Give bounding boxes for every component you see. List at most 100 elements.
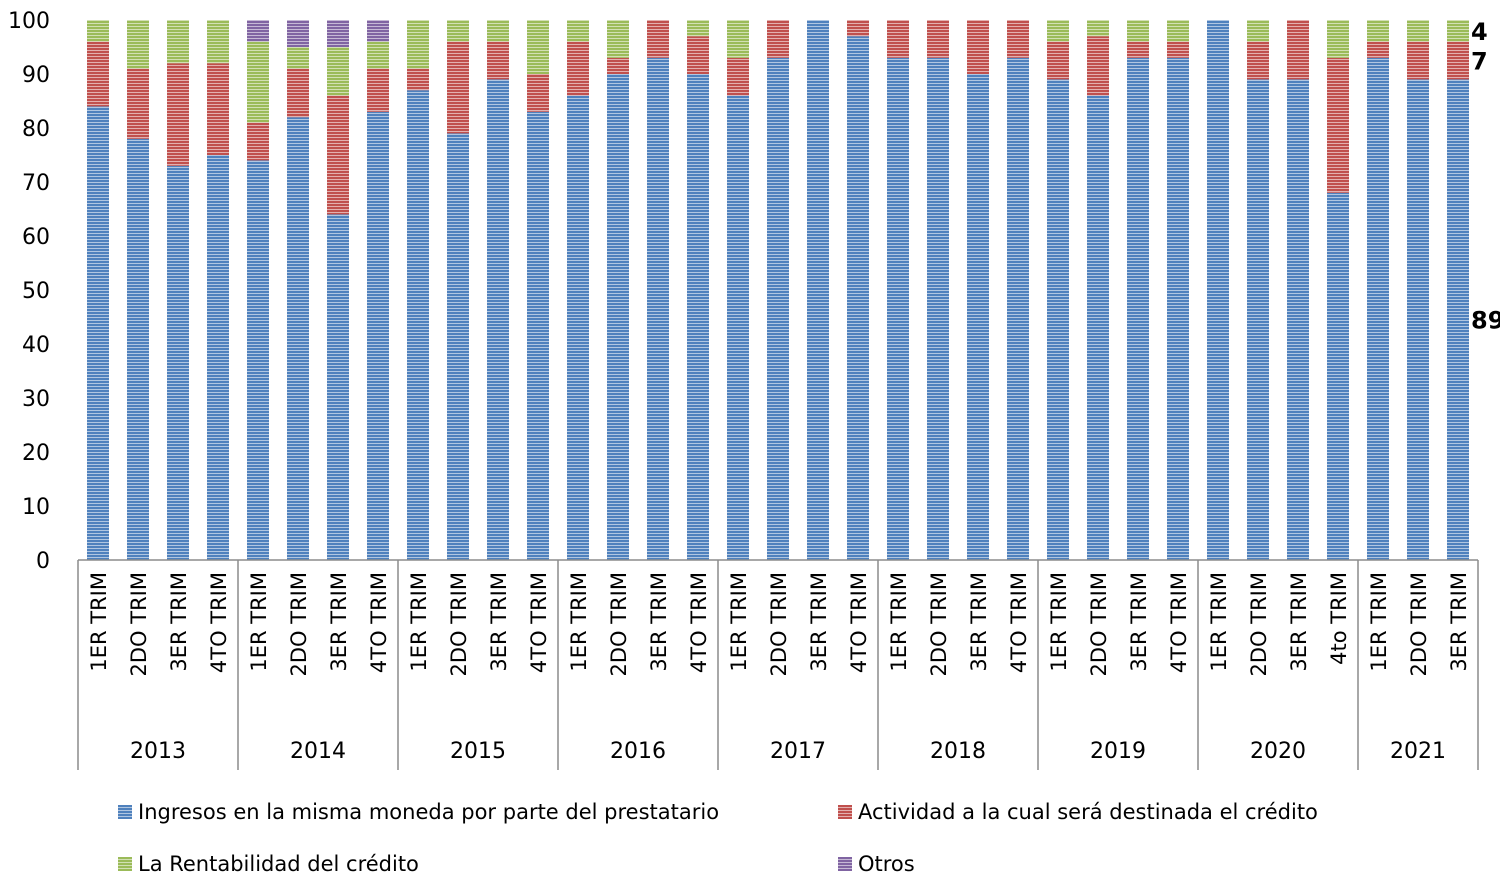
bar-actividad-a-13 bbox=[607, 57, 629, 74]
bar-la-rentabilidad-33 bbox=[1407, 20, 1429, 42]
bar-otros-4 bbox=[247, 20, 269, 42]
bar-actividad-a-9 bbox=[447, 41, 469, 134]
legend-swatch-ingresos bbox=[118, 805, 132, 819]
bar-actividad-a-27 bbox=[1167, 41, 1189, 58]
bar-actividad-a-2 bbox=[167, 63, 189, 166]
bar-actividad-a-6 bbox=[327, 95, 349, 215]
bar-ingresos-en-3 bbox=[207, 155, 229, 560]
bar-ingresos-en-23 bbox=[1007, 57, 1029, 561]
bar-ingresos-en-21 bbox=[927, 57, 949, 561]
x-tick-label-20: 1ER TRIM bbox=[887, 572, 911, 672]
legend-label-rentabilidad: La Rentabilidad del crédito bbox=[138, 852, 419, 876]
bar-actividad-a-29 bbox=[1247, 41, 1269, 80]
x-tick-label-24: 1ER TRIM bbox=[1047, 572, 1071, 672]
group-label-2020: 2020 bbox=[1250, 739, 1306, 764]
bar-actividad-a-14 bbox=[647, 20, 669, 58]
bar-la-rentabilidad-5 bbox=[287, 47, 309, 69]
y-tick-label-90: 90 bbox=[22, 63, 50, 88]
bar-la-rentabilidad-7 bbox=[367, 41, 389, 69]
bar-actividad-a-25 bbox=[1087, 36, 1109, 96]
group-label-2021: 2021 bbox=[1390, 739, 1446, 764]
bar-actividad-a-7 bbox=[367, 68, 389, 112]
bar-ingresos-en-18 bbox=[807, 20, 829, 560]
bar-actividad-a-4 bbox=[247, 122, 269, 161]
x-tick-label-25: 2DO TRIM bbox=[1087, 572, 1111, 676]
bar-ingresos-en-20 bbox=[887, 57, 909, 561]
bar-ingresos-en-1 bbox=[127, 138, 149, 561]
bar-ingresos-en-9 bbox=[447, 133, 469, 560]
bar-la-rentabilidad-6 bbox=[327, 47, 349, 96]
x-tick-label-8: 1ER TRIM bbox=[407, 572, 431, 672]
x-tick-label-30: 3ER TRIM bbox=[1287, 572, 1311, 672]
data-label-0: 4 bbox=[1471, 18, 1488, 46]
bar-ingresos-en-28 bbox=[1207, 20, 1229, 560]
bar-actividad-a-11 bbox=[527, 74, 549, 112]
x-tick-label-15: 4TO TRIM bbox=[687, 572, 711, 673]
x-tick-label-23: 4TO TRIM bbox=[1007, 572, 1031, 673]
y-tick-label-10: 10 bbox=[22, 495, 50, 520]
bar-la-rentabilidad-12 bbox=[567, 20, 589, 42]
x-tick-label-31: 4to TRIM bbox=[1327, 572, 1351, 665]
bar-actividad-a-0 bbox=[87, 41, 109, 107]
x-tick-label-0: 1ER TRIM bbox=[87, 572, 111, 672]
bar-ingresos-en-24 bbox=[1047, 79, 1069, 561]
bar-actividad-a-1 bbox=[127, 68, 149, 139]
bar-la-rentabilidad-9 bbox=[447, 20, 469, 42]
y-tick-label-50: 50 bbox=[22, 279, 50, 304]
bar-actividad-a-24 bbox=[1047, 41, 1069, 80]
bar-actividad-a-15 bbox=[687, 36, 709, 74]
y-tick-label-80: 80 bbox=[22, 117, 50, 142]
x-tick-label-6: 3ER TRIM bbox=[327, 572, 351, 672]
bar-la-rentabilidad-29 bbox=[1247, 20, 1269, 42]
y-tick-label-40: 40 bbox=[22, 333, 50, 358]
bar-la-rentabilidad-2 bbox=[167, 20, 189, 64]
axes-layer: 0 10 20 30 40 50 60 70 80 90 100 1ER TRIM 2DO TRIM 3E… bbox=[8, 9, 1479, 770]
data-label-2: 89 bbox=[1471, 307, 1500, 335]
y-tick-label-100: 100 bbox=[8, 9, 50, 34]
x-tick-label-1: 2DO TRIM bbox=[127, 572, 151, 676]
legend-label-ingresos: Ingresos en la misma moneda por parte de… bbox=[138, 800, 720, 824]
x-tick-label-32: 1ER TRIM bbox=[1367, 572, 1391, 672]
bar-la-rentabilidad-3 bbox=[207, 20, 229, 64]
bar-ingresos-en-8 bbox=[407, 90, 429, 560]
bar-ingresos-en-32 bbox=[1367, 57, 1389, 561]
bar-ingresos-en-26 bbox=[1127, 57, 1149, 561]
y-tick-label-70: 70 bbox=[22, 171, 50, 196]
bar-la-rentabilidad-16 bbox=[727, 20, 749, 58]
legend-label-actividad: Actividad a la cual será destinada el cr… bbox=[858, 800, 1318, 824]
bar-actividad-a-21 bbox=[927, 20, 949, 58]
y-tick-label-20: 20 bbox=[22, 441, 50, 466]
bar-actividad-a-8 bbox=[407, 68, 429, 91]
bar-ingresos-en-11 bbox=[527, 111, 549, 561]
bar-actividad-a-26 bbox=[1127, 41, 1149, 58]
bar-la-rentabilidad-26 bbox=[1127, 20, 1149, 42]
x-tick-label-9: 2DO TRIM bbox=[447, 572, 471, 676]
bar-actividad-a-10 bbox=[487, 41, 509, 80]
legend-label-otros: Otros bbox=[858, 852, 915, 876]
bar-otros-5 bbox=[287, 20, 309, 47]
bar-actividad-a-33 bbox=[1407, 41, 1429, 80]
x-tick-label-34: 3ER TRIM bbox=[1447, 572, 1471, 672]
bar-la-rentabilidad-32 bbox=[1367, 20, 1389, 42]
x-tick-label-14: 3ER TRIM bbox=[647, 572, 671, 672]
group-label-2017: 2017 bbox=[770, 739, 826, 764]
bar-ingresos-en-12 bbox=[567, 95, 589, 560]
bar-actividad-a-19 bbox=[847, 20, 869, 37]
bar-la-rentabilidad-0 bbox=[87, 20, 109, 42]
bar-la-rentabilidad-1 bbox=[127, 20, 149, 69]
bar-actividad-a-17 bbox=[767, 20, 789, 58]
bar-ingresos-en-0 bbox=[87, 106, 109, 561]
bar-la-rentabilidad-8 bbox=[407, 20, 429, 69]
bar-la-rentabilidad-27 bbox=[1167, 20, 1189, 42]
bars-layer bbox=[87, 20, 1469, 561]
bar-ingresos-en-33 bbox=[1407, 79, 1429, 561]
x-tick-label-33: 2DO TRIM bbox=[1407, 572, 1431, 676]
x-tick-label-13: 2DO TRIM bbox=[607, 572, 631, 676]
bar-ingresos-en-22 bbox=[967, 74, 989, 560]
bar-la-rentabilidad-25 bbox=[1087, 20, 1109, 37]
x-tick-label-10: 3ER TRIM bbox=[487, 572, 511, 672]
bar-otros-7 bbox=[367, 20, 389, 42]
bar-ingresos-en-31 bbox=[1327, 192, 1349, 561]
